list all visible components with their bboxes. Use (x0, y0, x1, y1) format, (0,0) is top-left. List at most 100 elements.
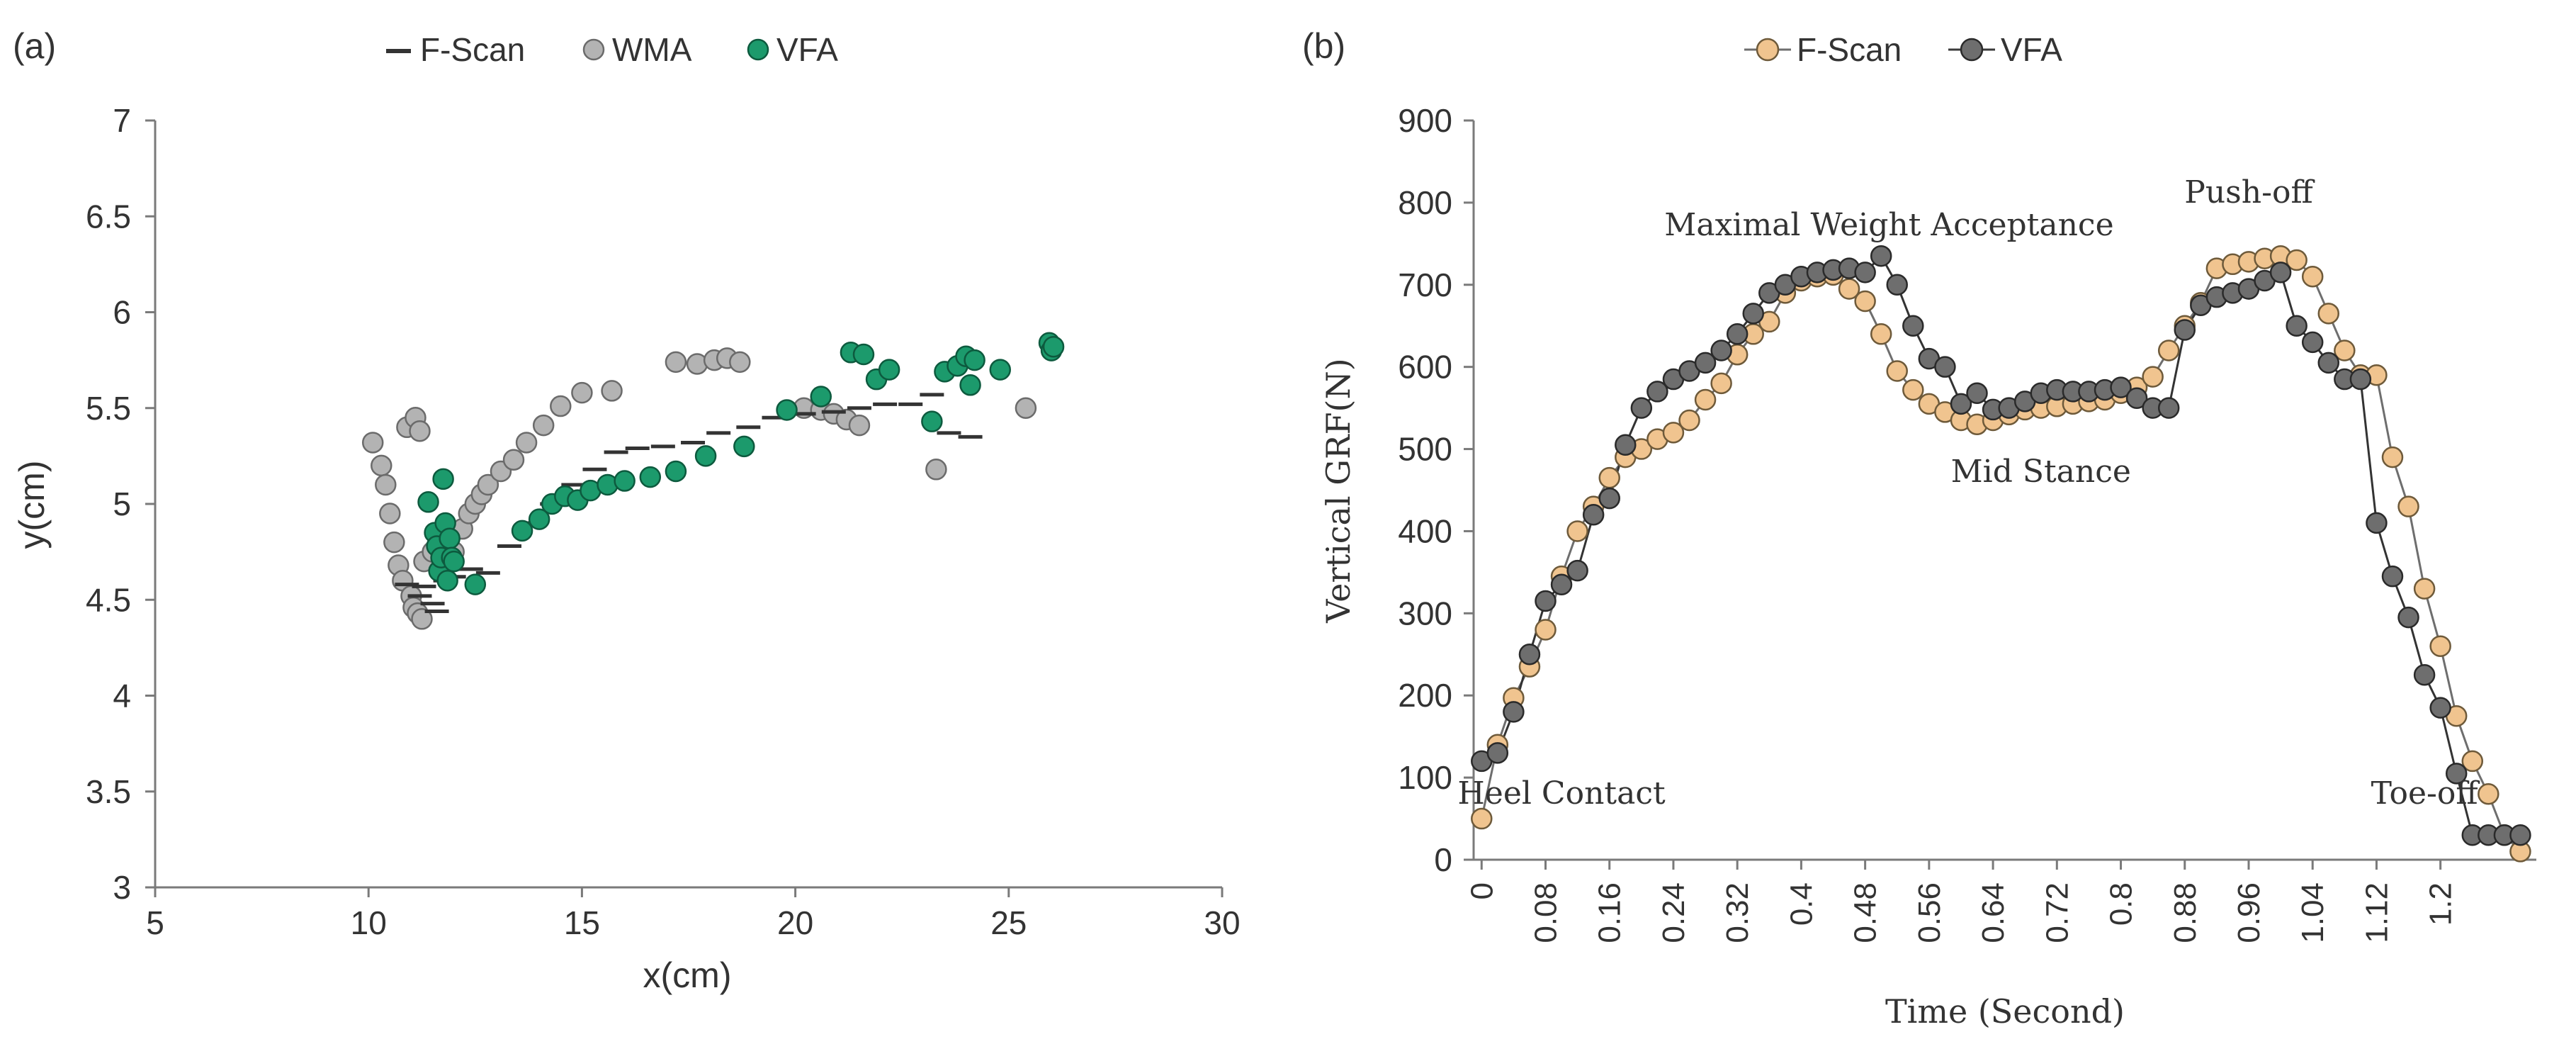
y-tick-label-a: 4.5 (86, 581, 131, 618)
point-f-scan (2429, 635, 2451, 657)
point-vfa (1566, 559, 1588, 582)
point-vfa (1694, 352, 1717, 374)
point-vfa (2429, 697, 2451, 719)
x-tick-label-b: 1.12 (2359, 882, 2394, 943)
point-vfa (2509, 824, 2531, 846)
point-wma (379, 503, 401, 524)
x-axis-label-b: Time (Second) (1885, 992, 2125, 1031)
point-wma (665, 351, 687, 374)
y-tick-label-b: 400 (1398, 512, 1452, 549)
point-wma (1015, 397, 1037, 419)
x-tick-label-b: 0.32 (1720, 882, 1755, 943)
y-tick-label-b: 0 (1434, 841, 1452, 878)
x-tick-label-a: 10 (351, 904, 387, 941)
y-ticks-a: 3 3.5 4 4.5 5 5.5 6 6.5 7 (86, 102, 155, 906)
legend-wma-label: WMA (612, 31, 692, 68)
point-f-scan (2413, 578, 2436, 600)
point-f-scan (1598, 466, 1620, 489)
x-tick-label-b: 1.04 (2295, 882, 2330, 943)
x-tick-label-b: 0.88 (2168, 882, 2203, 943)
point-f-scan (1662, 422, 1685, 444)
x-tick-label-a: 30 (1204, 904, 1240, 941)
point-vfa (2125, 387, 2148, 409)
point-vfa (1615, 434, 1637, 456)
legend-fscan-label-b: F-Scan (1797, 31, 1902, 68)
point-vfa (2286, 315, 2307, 337)
series-lines-b (1480, 254, 2521, 853)
y-tick-label-b: 300 (1398, 595, 1452, 632)
x-tick-label-b: 0 (1464, 882, 1499, 899)
point-vfa (2110, 376, 2132, 398)
point-vfa (1582, 504, 1605, 526)
x-tick-label-b: 0.72 (2040, 882, 2074, 943)
y-tick-label-b: 200 (1398, 677, 1452, 714)
x-tick-label-a: 20 (777, 904, 813, 941)
y-tick-label-b: 900 (1398, 102, 1452, 139)
point-vfa (776, 399, 798, 421)
point-vfa (1950, 393, 1972, 415)
x-tick-label-b: 0.08 (1529, 882, 1564, 943)
point-wma (848, 414, 871, 437)
y-tick-label-b: 700 (1398, 266, 1452, 303)
annotations-b: Heel Contact Maximal Weight Acceptance Mid… (1457, 174, 2480, 812)
point-vfa (1726, 323, 1749, 345)
point-wma (411, 608, 433, 630)
point-vfa (921, 410, 943, 432)
x-ticks-b: 0 0.08 0.16 0.24 0.32 0.4 0.48 0.56 0.64 0.72 0.8 0… (1464, 860, 2458, 943)
x-tick-label-b: 0.8 (2104, 882, 2139, 926)
point-vfa (852, 343, 875, 366)
point-f-scan (2478, 783, 2499, 805)
scatter-chart-panel-a: (a) F-Scan WMA VFA 3 3.5 4 4.5 5 5.5 6 6.5 7 5 10… (12, 26, 1241, 995)
annotation-label: Heel Contact (1457, 775, 1666, 812)
point-vfa (810, 386, 832, 408)
point-wma (925, 459, 947, 481)
point-f-scan (1870, 323, 1892, 345)
point-vfa (1535, 590, 1557, 612)
x-tick-label-b: 0.16 (1593, 882, 1627, 943)
series-marks-b (1471, 245, 2531, 863)
x-tick-label-b: 1.2 (2424, 882, 2458, 926)
point-vfa (2366, 512, 2388, 534)
point-vfa (2349, 368, 2372, 391)
annotation-label: Mid Stance (1951, 454, 2131, 490)
panel-b-label: (b) (1302, 26, 1345, 66)
y-tick-label-a: 3 (113, 869, 131, 906)
point-f-scan (1678, 409, 1700, 432)
point-vfa (443, 550, 465, 573)
point-wma (371, 454, 392, 477)
point-vfa (1902, 315, 1924, 337)
point-vfa (2413, 664, 2436, 686)
x-tick-label-b: 0.4 (1784, 882, 1819, 926)
point-f-scan (2334, 339, 2356, 361)
point-f-scan (2301, 265, 2324, 288)
point-wma (502, 449, 525, 471)
legend-vfa-marker-b (1960, 38, 1984, 62)
legend-fscan-marker-b (1756, 38, 1780, 62)
point-vfa (2269, 262, 2292, 284)
point-wma (532, 414, 555, 437)
point-vfa (1854, 262, 1876, 284)
point-vfa (1646, 381, 1668, 403)
y-tick-label-a: 3.5 (86, 773, 131, 810)
point-vfa (436, 569, 458, 592)
x-axis-label-a: x(cm) (643, 955, 732, 995)
point-f-scan (1694, 388, 1717, 411)
point-vfa (1630, 397, 1653, 419)
point-vfa (964, 349, 985, 371)
point-wma (515, 432, 538, 454)
point-vfa (1486, 742, 1509, 764)
point-vfa (878, 359, 900, 381)
x-tick-label-a: 5 (146, 904, 164, 941)
point-wma (571, 381, 593, 404)
point-vfa (959, 374, 981, 396)
point-f-scan (2381, 446, 2404, 468)
point-wma (550, 395, 572, 417)
legend-a: F-Scan WMA VFA (386, 31, 838, 68)
point-vfa (2174, 319, 2196, 341)
point-wma (477, 473, 499, 496)
point-vfa (694, 445, 717, 467)
point-wma (409, 420, 431, 442)
legend-fscan-label: F-Scan (420, 31, 525, 68)
line-chart-panel-b: (b) F-Scan VFA 0 100 200 300 400 500 600 700 800… (1302, 26, 2536, 1031)
